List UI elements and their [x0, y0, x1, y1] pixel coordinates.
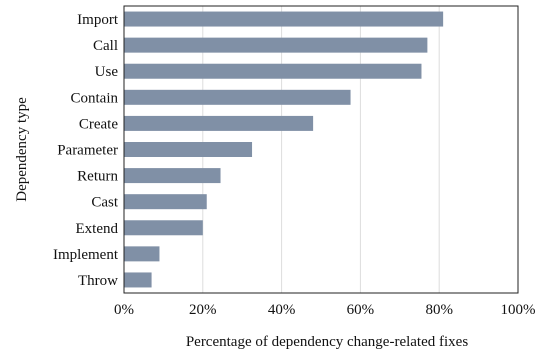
category-label-return: Return: [77, 169, 118, 185]
x-tick-labels: 0% 20% 40% 60% 80% 100%: [114, 302, 536, 318]
x-tick-label: 0%: [114, 302, 134, 318]
bar-contain: [124, 89, 351, 105]
category-label-parameter: Parameter: [57, 143, 118, 159]
x-tick-label: 40%: [268, 302, 296, 318]
x-tick-label: 80%: [425, 302, 453, 318]
bar-implement: [124, 246, 160, 262]
x-axis-title: Percentage of dependency change-related …: [186, 334, 469, 350]
category-label-contain: Contain: [71, 90, 119, 106]
bar-throw: [124, 272, 152, 288]
bar-import: [124, 11, 444, 27]
category-label-import: Import: [77, 12, 119, 28]
bar-use: [124, 63, 422, 79]
category-label-call: Call: [93, 38, 118, 54]
bar-parameter: [124, 142, 253, 157]
x-tick-label: 100%: [501, 302, 536, 318]
category-labels: Import Call Use Contain Create Parameter Retur…: [53, 12, 119, 289]
bar-return: [124, 168, 221, 184]
category-label-use: Use: [95, 64, 119, 80]
x-tick-label: 20%: [189, 302, 217, 318]
category-label-create: Create: [79, 116, 118, 132]
x-tick-label: 60%: [347, 302, 375, 318]
category-label-extend: Extend: [76, 221, 119, 237]
category-label-cast: Cast: [91, 195, 119, 211]
bar-call: [124, 37, 428, 53]
y-axis-title: Dependency type: [14, 97, 30, 202]
category-label-implement: Implement: [53, 247, 119, 263]
bar-cast: [124, 194, 207, 210]
bar-extend: [124, 220, 203, 236]
bar-create: [124, 115, 314, 131]
category-label-throw: Throw: [78, 273, 118, 289]
bars: [124, 11, 444, 288]
plot-frame: [123, 5, 519, 294]
